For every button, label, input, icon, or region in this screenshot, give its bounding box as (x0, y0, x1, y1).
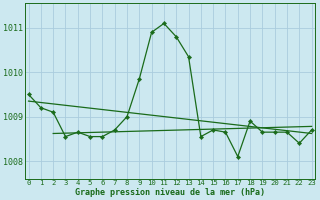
X-axis label: Graphe pression niveau de la mer (hPa): Graphe pression niveau de la mer (hPa) (75, 188, 265, 197)
